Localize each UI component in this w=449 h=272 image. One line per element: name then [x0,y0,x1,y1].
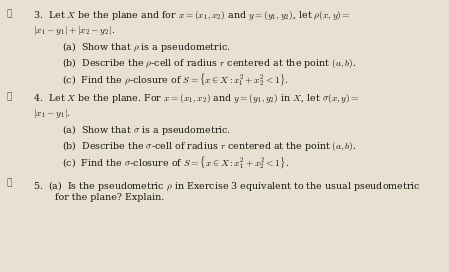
Text: ✓: ✓ [7,179,12,188]
Text: for the plane? Explain.: for the plane? Explain. [55,193,164,202]
Text: ✓: ✓ [7,92,12,101]
Text: 5.  (a)  Is the pseudometric $\rho$ in Exercise 3 equivalent to the usual pseudo: 5. (a) Is the pseudometric $\rho$ in Exe… [33,179,421,193]
Text: 3.  Let $X$ be the plane and for $x = (x_1, x_2)$ and $y = (y_1, y_2)$, let $\rh: 3. Let $X$ be the plane and for $x = (x_… [33,10,351,22]
Text: $|x_1 - y_1| + |x_2 - y_2|$.: $|x_1 - y_1| + |x_2 - y_2|$. [33,24,115,37]
Text: (b)  Describe the $\rho$-cell of radius $r$ centered at the point $(a, b)$.: (b) Describe the $\rho$-cell of radius $… [62,56,356,70]
Text: (a)  Show that $\rho$ is a pseudometric.: (a) Show that $\rho$ is a pseudometric. [62,40,230,54]
Text: 4.  Let $X$ be the plane. For $x = (x_1, x_2)$ and $y = (y_1, y_2)$ in $X$, let : 4. Let $X$ be the plane. For $x = (x_1, … [33,92,360,105]
Text: (c)  Find the $\sigma$-closure of $S = \{x \in X : x_1^2 + x_2^2 < 1\}$.: (c) Find the $\sigma$-closure of $S = \{… [62,155,289,171]
Text: (a)  Show that $\sigma$ is a pseudometric.: (a) Show that $\sigma$ is a pseudometric… [62,123,231,137]
Text: (b)  Describe the $\sigma$-cell of radius $r$ centered at the point $(a, b)$.: (b) Describe the $\sigma$-cell of radius… [62,139,357,153]
Text: ✓: ✓ [7,10,12,18]
Text: $|x_1 - y_1|$.: $|x_1 - y_1|$. [33,107,71,120]
Text: (c)  Find the $\rho$-closure of $S = \{x \in X : x_1^2 + x_2^2 < 1\}$.: (c) Find the $\rho$-closure of $S = \{x … [62,72,289,88]
